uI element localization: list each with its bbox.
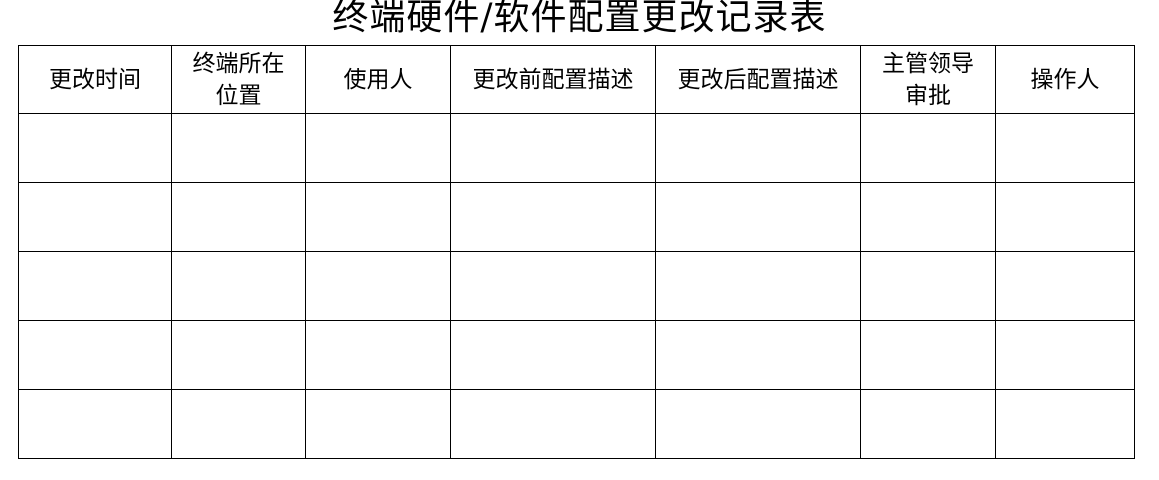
cell-change-time[interactable] [18,182,172,252]
table-row [18,182,1135,252]
header-label: 操作人 [1030,66,1100,93]
header-config-before: 更改前配置描述 [450,45,656,114]
cell-terminal-location[interactable] [171,113,306,183]
cell-supervisor-approval[interactable] [860,389,996,459]
cell-terminal-location[interactable] [171,182,306,252]
header-label: 审批 [905,82,951,109]
document-title: 终端硬件/软件配置更改记录表 [332,0,827,38]
table-row [18,389,1135,459]
cell-operator[interactable] [995,182,1135,252]
cell-terminal-location[interactable] [171,320,306,390]
cell-operator[interactable] [995,320,1135,390]
header-config-after: 更改后配置描述 [655,45,861,114]
table-row [18,251,1135,321]
header-label: 主管领导 [882,50,974,77]
cell-terminal-location[interactable] [171,389,306,459]
cell-config-before[interactable] [450,389,656,459]
table-row [18,320,1135,390]
table-row [18,113,1135,183]
header-label: 更改前配置描述 [472,66,634,93]
cell-change-time[interactable] [18,251,172,321]
cell-config-after[interactable] [655,320,861,390]
cell-supervisor-approval[interactable] [860,182,996,252]
header-supervisor-approval: 主管领导 审批 [860,45,996,114]
cell-user[interactable] [305,182,451,252]
cell-terminal-location[interactable] [171,251,306,321]
cell-config-before[interactable] [450,113,656,183]
cell-config-before[interactable] [450,320,656,390]
cell-config-after[interactable] [655,113,861,183]
cell-change-time[interactable] [18,113,172,183]
header-label: 更改时间 [49,66,141,93]
cell-user[interactable] [305,251,451,321]
change-record-table: 更改时间 终端所在 位置 使用人 更改前配置描述 更改后配置描述 主管领导 审批 操作人 [18,45,1135,459]
cell-supervisor-approval[interactable] [860,320,996,390]
header-operator: 操作人 [995,45,1135,114]
cell-config-after[interactable] [655,182,861,252]
cell-user[interactable] [305,389,451,459]
cell-config-before[interactable] [450,182,656,252]
header-label: 终端所在 [192,50,285,77]
cell-config-after[interactable] [655,389,861,459]
header-terminal-location: 终端所在 位置 [171,45,306,114]
header-label: 使用人 [343,66,413,93]
cell-supervisor-approval[interactable] [860,113,996,183]
cell-user[interactable] [305,320,451,390]
cell-operator[interactable] [995,113,1135,183]
cell-operator[interactable] [995,251,1135,321]
header-row: 更改时间 终端所在 位置 使用人 更改前配置描述 更改后配置描述 主管领导 审批 操作人 [18,45,1135,114]
cell-supervisor-approval[interactable] [860,251,996,321]
cell-user[interactable] [305,113,451,183]
header-user: 使用人 [305,45,451,114]
cell-config-after[interactable] [655,251,861,321]
cell-config-before[interactable] [450,251,656,321]
header-label: 更改后配置描述 [677,66,839,93]
cell-operator[interactable] [995,389,1135,459]
cell-change-time[interactable] [18,389,172,459]
header-label: 位置 [215,82,262,109]
cell-change-time[interactable] [18,320,172,390]
header-change-time: 更改时间 [18,45,172,114]
